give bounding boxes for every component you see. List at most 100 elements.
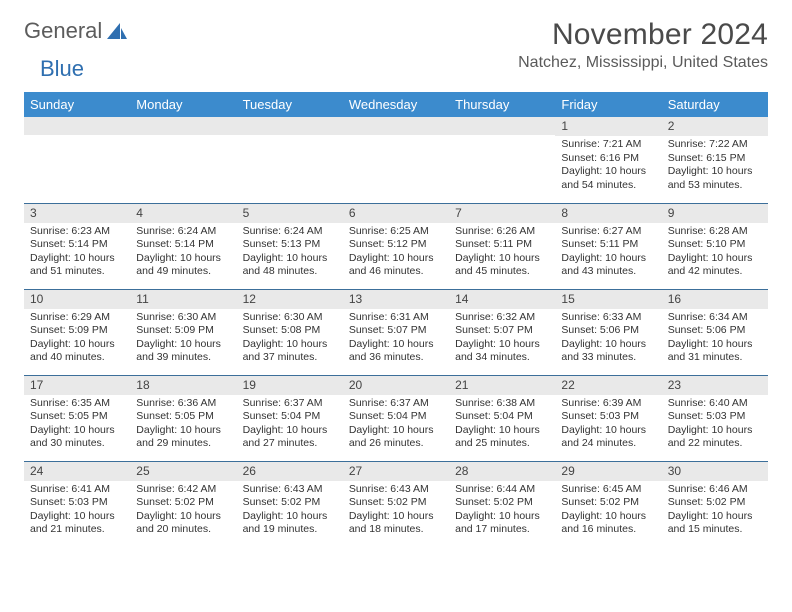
dl2-text: and 19 minutes. [243, 523, 337, 536]
calendar-week-row: 1Sunrise: 7:21 AMSunset: 6:16 PMDaylight… [24, 117, 768, 203]
sunrise-text: Sunrise: 6:34 AM [668, 311, 762, 324]
day-number: 24 [24, 462, 130, 481]
calendar-day-cell: 12Sunrise: 6:30 AMSunset: 5:08 PMDayligh… [237, 289, 343, 375]
calendar-day-cell: 8Sunrise: 6:27 AMSunset: 5:11 PMDaylight… [555, 203, 661, 289]
calendar-day-cell: 24Sunrise: 6:41 AMSunset: 5:03 PMDayligh… [24, 461, 130, 547]
day-number: 26 [237, 462, 343, 481]
sunrise-text: Sunrise: 7:22 AM [668, 138, 762, 151]
sunset-text: Sunset: 5:05 PM [30, 410, 124, 423]
calendar-day-cell [343, 117, 449, 203]
calendar-day-cell: 5Sunrise: 6:24 AMSunset: 5:13 PMDaylight… [237, 203, 343, 289]
calendar-day-cell: 13Sunrise: 6:31 AMSunset: 5:07 PMDayligh… [343, 289, 449, 375]
day-number: 25 [130, 462, 236, 481]
day-number: 2 [662, 117, 768, 136]
dl1-text: Daylight: 10 hours [668, 338, 762, 351]
day-number: 22 [555, 376, 661, 395]
sunrise-text: Sunrise: 6:37 AM [349, 397, 443, 410]
day-number: 8 [555, 204, 661, 223]
calendar-day-cell: 25 Sunrise: 6:42 AMSunset: 5:02 PMDayligh… [130, 461, 236, 547]
calendar-day-cell: 11Sunrise: 6:30 AMSunset: 5:09 PMDayligh… [130, 289, 236, 375]
sunset-text: Sunset: 5:11 PM [455, 238, 549, 251]
calendar-day-cell: 22Sunrise: 6:39 AMSunset: 5:03 PMDayligh… [555, 375, 661, 461]
dl1-text: Daylight: 10 hours [136, 338, 230, 351]
calendar-day-cell: 18Sunrise: 6:36 AMSunset: 5:05 PMDayligh… [130, 375, 236, 461]
dl2-text: and 22 minutes. [668, 437, 762, 450]
dl1-text: Daylight: 10 hours [243, 424, 337, 437]
sunrise-text: Sunrise: 7:21 AM [561, 138, 655, 151]
day-number: 28 [449, 462, 555, 481]
day-number: 7 [449, 204, 555, 223]
dl1-text: Daylight: 10 hours [349, 510, 443, 523]
calendar-day-cell: 4Sunrise: 6:24 AMSunset: 5:14 PMDaylight… [130, 203, 236, 289]
dl1-text: Daylight: 10 hours [243, 252, 337, 265]
sunset-text: Sunset: 5:04 PM [349, 410, 443, 423]
day-number: 19 [237, 376, 343, 395]
sunset-text: Sunset: 5:14 PM [30, 238, 124, 251]
sunset-text: Sunset: 5:03 PM [668, 410, 762, 423]
sunset-text: Sunset: 5:12 PM [349, 238, 443, 251]
sunset-text: Sunset: 5:02 PM [349, 496, 443, 509]
dl1-text: Daylight: 10 hours [668, 165, 762, 178]
dl2-text: and 18 minutes. [349, 523, 443, 536]
calendar-body: 1Sunrise: 7:21 AMSunset: 6:16 PMDaylight… [24, 117, 768, 547]
logo-word-blue: Blue [40, 56, 84, 81]
day-number: 21 [449, 376, 555, 395]
dl2-text: and 15 minutes. [668, 523, 762, 536]
dl2-text: and 16 minutes. [561, 523, 655, 536]
sunrise-text: Sunrise: 6:23 AM [30, 225, 124, 238]
dl2-text: and 43 minutes. [561, 265, 655, 278]
day-number: 27 [343, 462, 449, 481]
calendar-day-cell: 23Sunrise: 6:40 AMSunset: 5:03 PMDayligh… [662, 375, 768, 461]
day-number: 11 [130, 290, 236, 309]
dl1-text: Daylight: 10 hours [561, 165, 655, 178]
day-number: 9 [662, 204, 768, 223]
day-header: Sunday [24, 92, 130, 117]
dl2-text: and 37 minutes. [243, 351, 337, 364]
dl2-text: and 31 minutes. [668, 351, 762, 364]
sunset-text: Sunset: 5:06 PM [561, 324, 655, 337]
calendar-day-cell: 27Sunrise: 6:43 AMSunset: 5:02 PMDayligh… [343, 461, 449, 547]
day-number: 12 [237, 290, 343, 309]
sunrise-text: Sunrise: 6:46 AM [668, 483, 762, 496]
calendar-day-cell: 30Sunrise: 6:46 AMSunset: 5:02 PMDayligh… [662, 461, 768, 547]
dl2-text: and 40 minutes. [30, 351, 124, 364]
calendar-day-cell: 21Sunrise: 6:38 AMSunset: 5:04 PMDayligh… [449, 375, 555, 461]
calendar-day-cell [449, 117, 555, 203]
day-number: 5 [237, 204, 343, 223]
sunrise-text: Sunrise: 6:33 AM [561, 311, 655, 324]
calendar-day-cell: 10Sunrise: 6:29 AMSunset: 5:09 PMDayligh… [24, 289, 130, 375]
sunset-text: Sunset: 5:02 PM [668, 496, 762, 509]
month-title: November 2024 [518, 18, 768, 52]
logo-sail-icon [106, 22, 128, 40]
calendar-day-cell: 9Sunrise: 6:28 AMSunset: 5:10 PMDaylight… [662, 203, 768, 289]
sunrise-text: Sunrise: 6:24 AM [243, 225, 337, 238]
sunset-text: Sunset: 5:08 PM [243, 324, 337, 337]
sunset-text: Sunset: 5:14 PM [136, 238, 230, 251]
calendar-day-cell: 1Sunrise: 7:21 AMSunset: 6:16 PMDaylight… [555, 117, 661, 203]
calendar-day-cell: 2Sunrise: 7:22 AMSunset: 6:15 PMDaylight… [662, 117, 768, 203]
dl1-text: Daylight: 10 hours [455, 338, 549, 351]
sunrise-text: Sunrise: 6:38 AM [455, 397, 549, 410]
day-number [237, 117, 343, 135]
dl2-text: and 34 minutes. [455, 351, 549, 364]
calendar-day-cell: 19Sunrise: 6:37 AMSunset: 5:04 PMDayligh… [237, 375, 343, 461]
dl1-text: Daylight: 10 hours [136, 424, 230, 437]
dl1-text: Daylight: 10 hours [136, 510, 230, 523]
dl1-text: Daylight: 10 hours [349, 424, 443, 437]
dl2-text: and 53 minutes. [668, 179, 762, 192]
sunrise-text: Sunrise: 6:31 AM [349, 311, 443, 324]
sunrise-text: Sunrise: 6:37 AM [243, 397, 337, 410]
sunset-text: Sunset: 5:03 PM [30, 496, 124, 509]
calendar-table: Sunday Monday Tuesday Wednesday Thursday… [24, 92, 768, 547]
dl1-text: Daylight: 10 hours [561, 338, 655, 351]
dl2-text: and 36 minutes. [349, 351, 443, 364]
dl1-text: Daylight: 10 hours [243, 338, 337, 351]
dl2-text: and 29 minutes. [136, 437, 230, 450]
dl2-text: and 25 minutes. [455, 437, 549, 450]
sunset-text: Sunset: 5:02 PM [136, 496, 230, 509]
calendar-day-cell: 14Sunrise: 6:32 AMSunset: 5:07 PMDayligh… [449, 289, 555, 375]
title-block: November 2024 Natchez, Mississippi, Unit… [518, 18, 768, 72]
sunrise-text: Sunrise: 6:42 AM [136, 483, 230, 496]
day-number: 1 [555, 117, 661, 136]
day-number [343, 117, 449, 135]
